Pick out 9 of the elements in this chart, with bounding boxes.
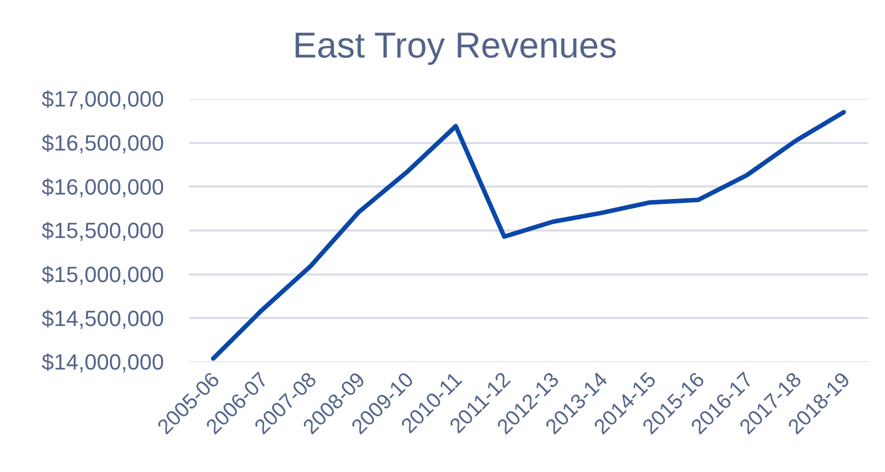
y-tick-label: $16,000,000 <box>42 174 164 200</box>
y-tick-label: $16,500,000 <box>42 130 164 156</box>
y-tick-label: $14,000,000 <box>42 350 164 375</box>
y-tick-label: $17,000,000 <box>42 86 164 112</box>
chart-title: East Troy Revenues <box>292 24 617 66</box>
y-tick-label: $15,000,000 <box>42 262 164 288</box>
y-tick-label: $14,500,000 <box>42 306 164 331</box>
y-tick-label: $15,500,000 <box>42 218 164 244</box>
line-series <box>211 110 846 361</box>
